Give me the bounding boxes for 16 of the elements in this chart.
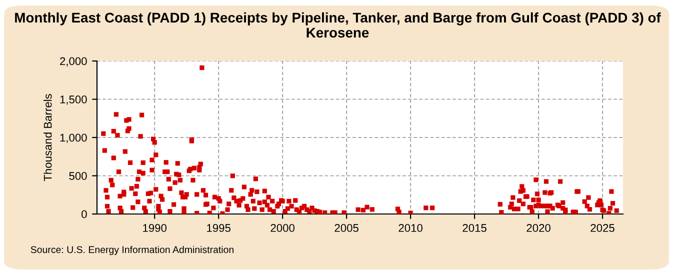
y-tick-label: 500 bbox=[69, 172, 87, 180]
x-tick-label: 2015 bbox=[462, 224, 486, 232]
x-tick-label: 2000 bbox=[270, 224, 294, 232]
x-tick-label: 2010 bbox=[398, 224, 422, 232]
x-tick-label: 1990 bbox=[143, 224, 167, 232]
x-tick-label: 2020 bbox=[526, 224, 550, 232]
y-tick-label: 1,000 bbox=[60, 134, 87, 143]
y-tick-label: 0 bbox=[82, 210, 87, 218]
x-tick-label: 2005 bbox=[334, 224, 358, 232]
chart-title: Monthly East Coast (PADD 1) Receipts by Pipeline, Tanker, and Barge from Gulf Coast (PADD 3) of Kerosene bbox=[15, 12, 661, 38]
x-tick-label: 2025 bbox=[590, 224, 614, 232]
source-note: Source: U.S. Energy Information Administration bbox=[30, 246, 234, 256]
y-tick-label: 1,500 bbox=[60, 96, 87, 105]
x-tick-label: 1995 bbox=[207, 224, 230, 232]
y-axis-title: Thousand Barrels bbox=[44, 94, 52, 182]
y-tick-label: 2,000 bbox=[60, 57, 87, 66]
